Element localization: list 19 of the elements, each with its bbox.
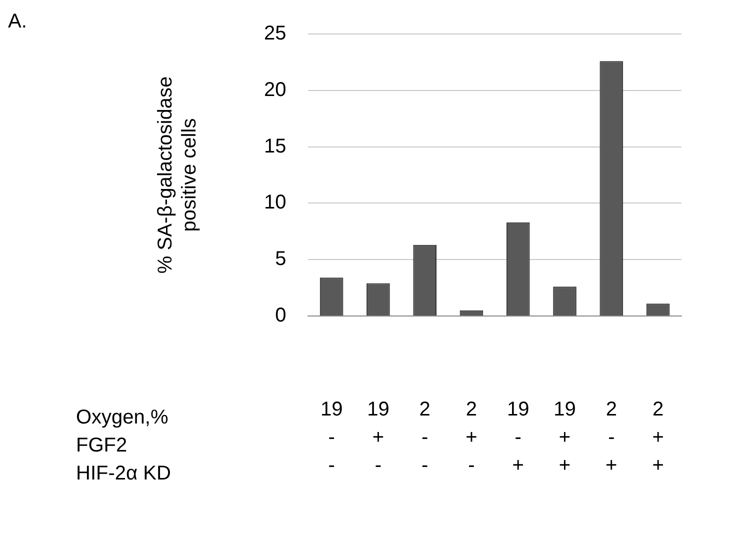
y-tick-label: 10 <box>264 192 286 214</box>
text: FGF2 <box>76 434 128 457</box>
y-tick-label: 15 <box>264 135 286 158</box>
x-tick-label: 19 + + <box>554 398 576 477</box>
text: Oxygen,% <box>76 406 168 429</box>
x-tick-label: 19 + - <box>367 398 390 477</box>
y-axis-title: % SA-β-galactosidase positive cells <box>154 76 201 274</box>
x-tick-label: 2 - + <box>606 398 618 477</box>
x-tick-label: 19 - + <box>506 398 530 477</box>
y-tick-label: 20 <box>264 78 286 101</box>
y-tick-label: 0 <box>275 304 286 327</box>
x-tick-label: 19 - - <box>320 398 343 477</box>
y-tick-label: 25 <box>264 22 286 45</box>
x-tick-label: 2 - - <box>419 398 430 477</box>
text: A. <box>8 10 27 33</box>
y-tick-label: 5 <box>275 248 286 270</box>
x-tick-label: 2 + + <box>652 398 664 477</box>
x-tick-label: 2 + - <box>466 398 478 477</box>
text: HIF-2α KD <box>76 462 171 485</box>
